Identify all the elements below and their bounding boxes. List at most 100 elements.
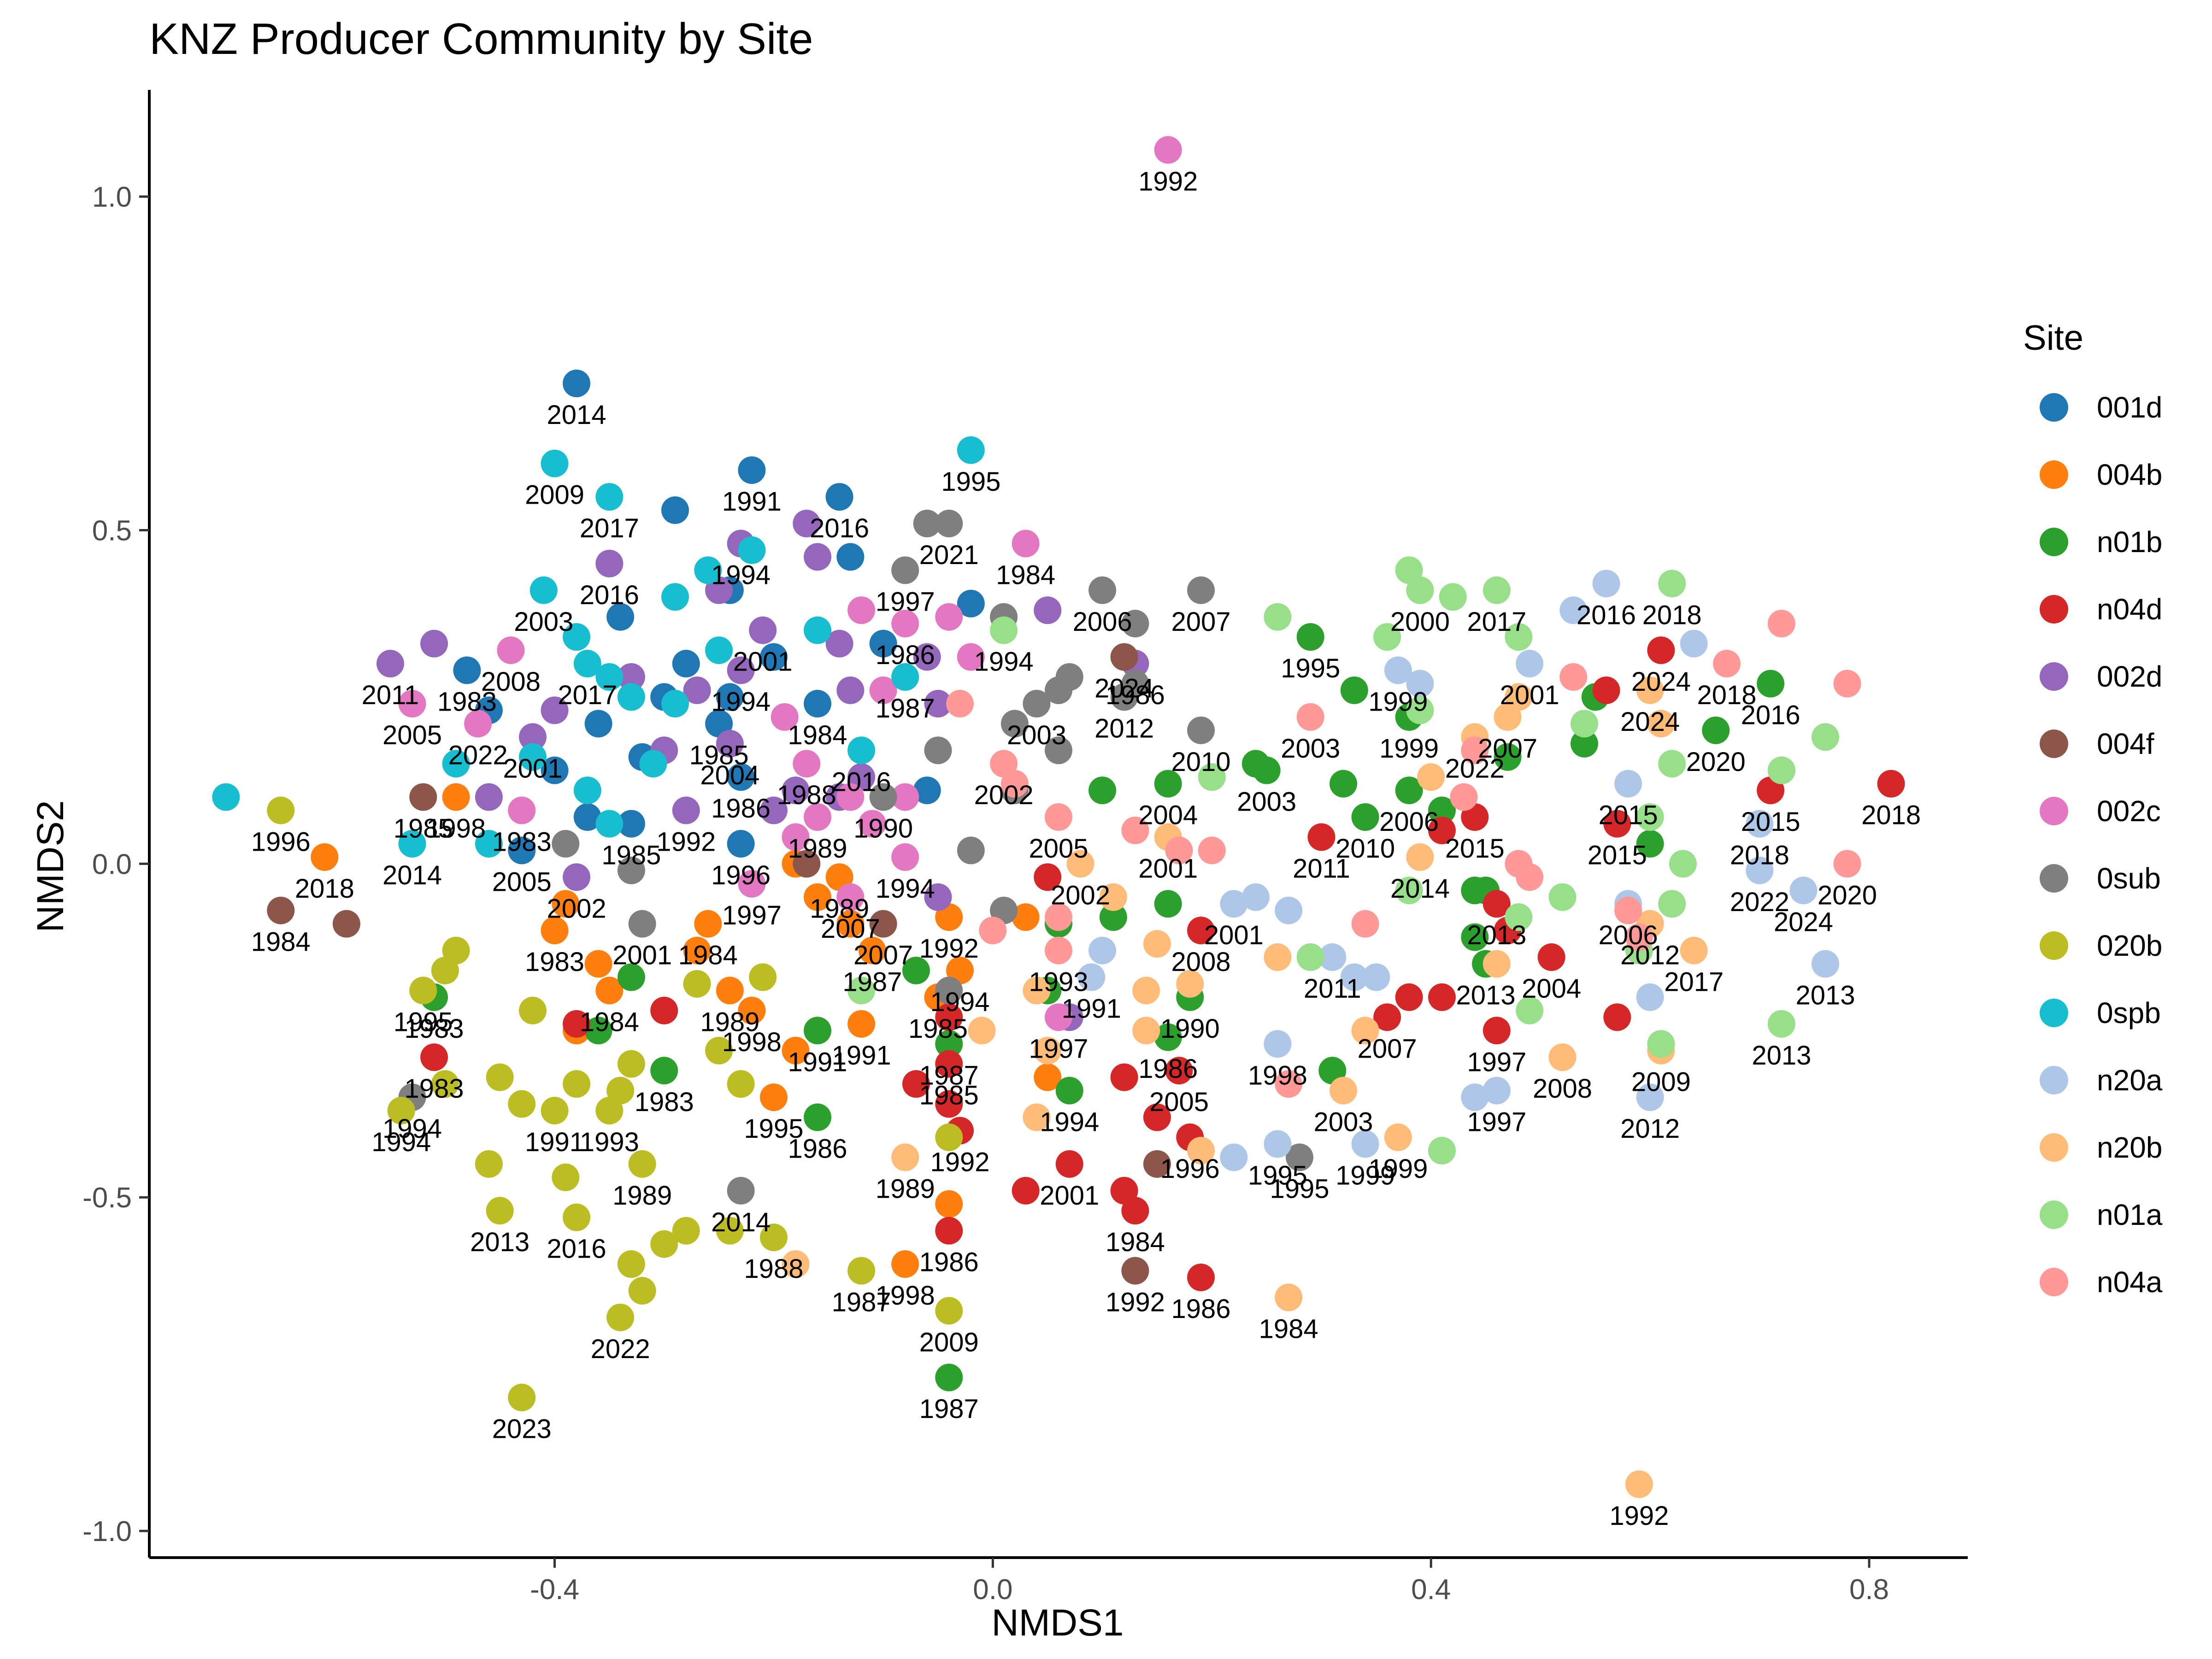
point-0spb — [573, 650, 601, 678]
point-n04d — [1483, 1017, 1511, 1045]
point-0sub — [924, 736, 952, 765]
point-n01b — [1154, 1023, 1182, 1051]
point-002c — [891, 843, 919, 871]
point-label: 2018 — [1697, 680, 1757, 710]
point-n20b — [1330, 1077, 1358, 1105]
point-002d — [1034, 596, 1062, 624]
point-label: 1987 — [842, 967, 902, 997]
point-label: 2012 — [1620, 1114, 1680, 1144]
point-label: 1997 — [876, 587, 935, 617]
point-n01a — [1505, 903, 1533, 931]
point-label: 1992 — [930, 1147, 990, 1177]
point-n01b — [1154, 890, 1182, 918]
point-020b — [935, 1297, 963, 1325]
point-label: 2008 — [1171, 947, 1231, 977]
point-n20b — [1548, 1043, 1577, 1071]
point-label: 1990 — [853, 814, 913, 844]
legend-item-0spb: 0spb — [2023, 979, 2162, 1047]
point-0sub — [1000, 710, 1029, 738]
point-label: 2013 — [1467, 920, 1526, 950]
point-002c — [793, 750, 821, 778]
point-020b — [552, 1163, 580, 1191]
point-001d — [563, 370, 591, 397]
point-n20a — [1559, 596, 1588, 624]
point-label: 1984 — [788, 720, 847, 750]
point-020b — [935, 1123, 963, 1151]
point-label: 2004 — [1522, 974, 1581, 1004]
point-label: 2001 — [1500, 680, 1559, 710]
point-label: 1984 — [678, 941, 738, 971]
point-002d — [617, 663, 645, 691]
point-label: 1999 — [1379, 734, 1439, 764]
point-label: 2005 — [492, 867, 552, 897]
point-n04d — [1647, 636, 1675, 665]
point-n04d — [1428, 983, 1456, 1011]
point-n01a — [1658, 570, 1686, 598]
point-n04d — [902, 1070, 930, 1098]
point-n20a — [1811, 950, 1839, 978]
point-n20b — [782, 1250, 810, 1278]
y-tick-label: -1.0 — [82, 1516, 132, 1547]
point-label: 2010 — [1335, 834, 1395, 864]
point-0spb — [442, 750, 470, 778]
point-n01b — [1351, 803, 1379, 831]
point-label: 1999 — [1368, 687, 1428, 717]
legend-item-004b: 004b — [2023, 441, 2162, 508]
point-n04d — [1055, 1150, 1083, 1178]
point-0spb — [595, 810, 624, 838]
point-002d — [727, 656, 755, 684]
point-label: 1984 — [996, 560, 1055, 590]
point-n04d — [1110, 1063, 1138, 1091]
point-n01a — [1669, 850, 1697, 878]
legend-item-n01a: n01a — [2023, 1181, 2162, 1248]
point-001d — [759, 643, 788, 671]
point-n20a — [1088, 936, 1117, 965]
point-label: 1985 — [394, 814, 453, 844]
point-label: 2023 — [492, 1414, 552, 1444]
point-n01a — [1395, 877, 1423, 905]
legend-title: Site — [2023, 318, 2083, 358]
point-020b — [486, 1063, 514, 1091]
point-n04a — [1833, 850, 1861, 878]
legend-key — [2040, 999, 2068, 1027]
point-020b — [606, 1303, 635, 1331]
point-n01a — [1636, 803, 1664, 831]
point-label: 2018 — [1861, 800, 1921, 830]
point-label: 2018 — [1730, 841, 1789, 871]
point-0sub — [1110, 683, 1138, 711]
point-label: 1997 — [1467, 1107, 1526, 1137]
point-label: 1986 — [1106, 680, 1165, 710]
point-n01a — [1439, 583, 1467, 611]
point-020b — [672, 1217, 700, 1245]
point-label: 1986 — [876, 640, 935, 670]
point-n20b — [1636, 676, 1664, 704]
y-tick-label: -0.5 — [82, 1182, 132, 1214]
legend-label: n20b — [2097, 1131, 2163, 1164]
point-004f — [1121, 1257, 1149, 1285]
point-label: 1983 — [437, 687, 497, 717]
chart-title: KNZ Producer Community by Site — [149, 14, 813, 64]
point-label: 2008 — [1533, 1074, 1592, 1104]
point-label: 2003 — [1314, 1107, 1373, 1137]
point-n04a — [1713, 650, 1741, 678]
point-label: 2017 — [1467, 607, 1526, 637]
point-label: 2004 — [700, 760, 759, 790]
point-n20a — [1746, 856, 1774, 884]
point-label: 2024 — [1094, 674, 1154, 704]
point-label: 2007 — [1478, 734, 1537, 764]
legend-item-002d: 002d — [2023, 643, 2162, 710]
legend-label: n01a — [2097, 1198, 2163, 1231]
point-002d — [563, 863, 591, 891]
point-label: 1992 — [919, 934, 979, 964]
point-0spb — [595, 663, 624, 691]
legend-key — [2040, 662, 2068, 691]
point-label: 2007 — [853, 941, 913, 971]
point-004b — [584, 950, 612, 978]
legend: Site 001d 004b n01b n04d 002d 004f 002c 0sub 020… — [2023, 318, 2162, 1316]
point-n20b — [1483, 950, 1511, 978]
point-n01b — [1636, 830, 1664, 858]
legend-key — [2040, 595, 2068, 624]
point-004b — [891, 1250, 919, 1278]
point-002c — [464, 710, 492, 738]
point-020b — [409, 977, 437, 1005]
